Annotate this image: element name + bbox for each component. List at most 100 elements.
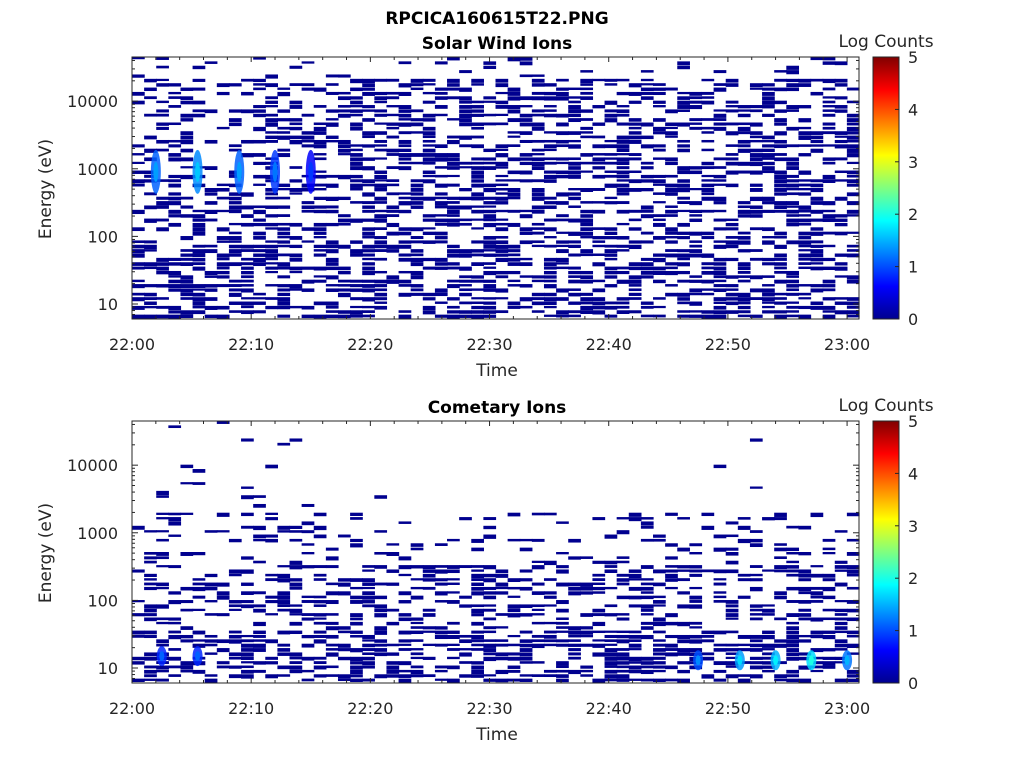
spectrogram-cell [228, 639, 242, 644]
spectrogram-cell [313, 578, 327, 581]
spectrogram-cell [180, 96, 194, 100]
spectrogram-cell [543, 595, 557, 599]
spectrogram-cell [265, 96, 278, 100]
spectrogram-cell [507, 608, 521, 613]
spectrogram-cell [337, 244, 351, 249]
spectrogram-cell [580, 170, 594, 173]
spectrogram-cell [362, 91, 375, 96]
spectrogram-cell [677, 170, 690, 175]
spectrogram-cell [834, 78, 848, 83]
spectrogram-cell [556, 643, 569, 647]
spectrogram-cell [204, 634, 218, 638]
spectrogram-cell [228, 83, 242, 87]
spectrogram-cell [325, 109, 339, 113]
spectrogram-cell [568, 113, 581, 118]
spectrogram-cell [253, 661, 266, 665]
spectrogram-cell [447, 634, 460, 639]
spectrogram-cell [168, 83, 182, 87]
spectrogram-cell [749, 249, 763, 252]
spectrogram-cell [665, 573, 678, 579]
spectrogram-cell [434, 665, 448, 669]
spectrogram-cell [410, 188, 424, 192]
spectrogram-cell [543, 161, 557, 165]
spectrogram-cell [701, 314, 715, 319]
spectrogram-cell [144, 170, 157, 175]
spectrogram-cell [241, 205, 254, 210]
spectrogram-cell [822, 109, 836, 112]
spectrogram-cell [665, 569, 678, 573]
spectrogram-cell [277, 305, 291, 310]
spectrogram-cell [398, 209, 412, 214]
spectrogram-cell [749, 656, 763, 660]
spectrogram-cell [434, 87, 448, 91]
spectrogram-cell [422, 305, 436, 311]
spectrogram-cell [846, 512, 860, 517]
spectrogram-cell [834, 218, 848, 222]
spectrogram-cell [531, 538, 545, 542]
spectrogram-cell [325, 600, 339, 605]
spectrogram-cell [822, 595, 836, 600]
spectrogram-cell [216, 284, 230, 288]
spectrogram-cell [556, 661, 569, 666]
spectrogram-cell [374, 244, 388, 249]
spectrogram-cell [325, 118, 339, 121]
spectrogram-cell [410, 257, 424, 263]
spectrogram-cell [531, 153, 545, 156]
spectrogram-cell [762, 100, 775, 105]
spectrogram-cell [422, 297, 436, 301]
spectrogram-cell [204, 61, 218, 64]
spectrogram-cell [216, 648, 230, 653]
spectrogram-cell [241, 656, 254, 660]
spectrogram-cell [374, 639, 388, 643]
spectrogram-cell [144, 179, 157, 183]
spectrogram-cell [822, 209, 836, 213]
spectrogram-cell [156, 122, 169, 126]
spectrogram-cell [749, 604, 763, 608]
spectrogram-cell [168, 517, 182, 522]
spectrogram-cell [265, 257, 278, 261]
spectrogram-cell [132, 525, 145, 530]
spectrogram-cell [786, 284, 800, 288]
spectrogram-cell [762, 262, 775, 266]
spectrogram-cell [846, 573, 860, 577]
spectrogram-cell [822, 96, 836, 99]
spectrogram-cell [531, 113, 545, 117]
spectrogram-cell [786, 65, 800, 70]
spectrogram-cell [192, 552, 206, 556]
spectrogram-cell [459, 135, 472, 140]
spectrogram-cell [604, 249, 618, 254]
spectrogram-cell [265, 131, 278, 134]
spectrogram-cell [374, 188, 388, 192]
spectrogram-cell [289, 305, 303, 309]
spectrogram-cell [713, 279, 727, 283]
spectrogram-cell [386, 105, 400, 108]
spectrogram-cell [156, 205, 169, 209]
spectrogram-cell [713, 669, 727, 673]
spectrogram-cell [834, 626, 848, 630]
spectrogram-cell [725, 534, 739, 538]
spectrogram-cell [713, 126, 727, 131]
spectrogram-cell [846, 634, 860, 638]
spectrogram-cell [350, 105, 363, 108]
spectrogram-cell [313, 630, 327, 634]
spectrogram-cell [422, 218, 436, 222]
spectrogram-cell [350, 617, 363, 621]
spectrogram-cell [253, 643, 266, 648]
spectrogram-cell [204, 275, 218, 278]
spectrogram-cell [713, 630, 727, 635]
spectrogram-cell [604, 153, 618, 156]
spectrogram-cell [337, 96, 351, 101]
spectrogram-cell [362, 288, 375, 293]
spectrogram-cell [434, 96, 448, 100]
spectrogram-cell [180, 661, 194, 666]
spectrogram-cell [192, 231, 206, 236]
spectrogram-cell [628, 284, 642, 287]
spectrogram-cell [410, 253, 424, 257]
spectrogram-cell [701, 512, 715, 517]
spectrogram-cell [749, 648, 763, 652]
spectrogram-cell [350, 161, 363, 166]
spectrogram-cell [192, 608, 206, 612]
spectrogram-cell [289, 530, 303, 533]
spectrogram-cell [495, 144, 509, 149]
spectrogram-cell [362, 118, 375, 122]
